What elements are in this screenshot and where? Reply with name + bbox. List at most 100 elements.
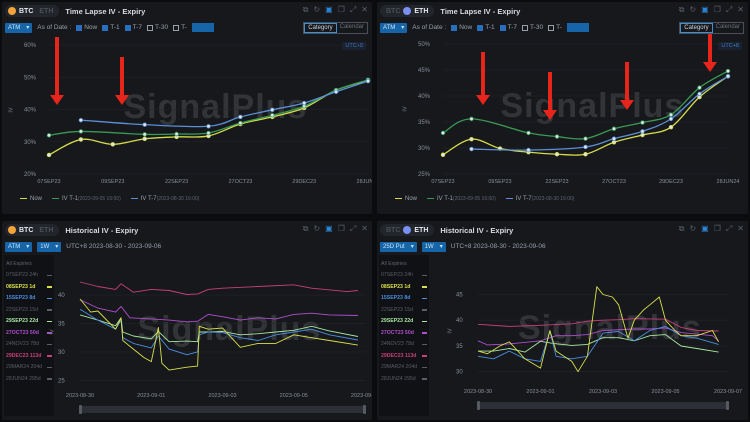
copy-icon[interactable]: ❐ [713,5,721,14]
expiry-legend-item[interactable]: 15SEP23 8d [6,293,52,305]
expiry-legend-item[interactable]: 07SEP23 24h [6,270,52,282]
checkbox-empty-icon[interactable] [548,24,555,31]
checkbox-t7[interactable]: T-7 [499,24,517,31]
expand-icon[interactable]: ⤢ [349,224,357,233]
scroll-handle-right[interactable] [363,405,366,414]
external-link-icon[interactable]: ⧉ [678,224,685,233]
expiry-legend-item[interactable]: 08SEP23 1d [6,281,52,293]
refresh-icon[interactable]: ↻ [313,5,321,14]
checkbox-checked-icon[interactable] [124,24,131,31]
expiry-legend-item[interactable]: 28JUN24 295d [6,373,52,385]
metric-select[interactable]: 25D Put ▾ [380,241,417,252]
legend-item[interactable]: Now [20,196,42,202]
view-option-calendar[interactable]: Calendar [715,24,740,30]
checkbox-t[interactable]: T- [173,24,187,31]
close-icon[interactable]: ✕ [361,224,368,233]
expiry-legend-item[interactable]: 27OCT23 50d [381,327,427,339]
coin-option-inactive[interactable]: ETH [39,7,54,15]
legend-item[interactable]: IV T-7(2023-08-30 16:00) [505,196,574,202]
coin-option-inactive[interactable]: BTC [386,7,401,15]
checkbox-checked-icon[interactable] [451,24,458,31]
expand-icon[interactable]: ⤢ [725,224,733,233]
refresh-icon[interactable]: ↻ [689,5,697,14]
expiry-legend-item[interactable]: 29DEC23 113d [6,350,52,362]
expiry-legend-item[interactable]: 08SEP23 1d [381,281,427,293]
legend-item[interactable]: Now [395,196,417,202]
expiry-legend-item[interactable]: 27OCT23 50d [6,327,52,339]
checkbox-checked-icon[interactable] [477,24,484,31]
expiry-legend-item[interactable]: 24NOV23 78d [6,339,52,351]
checkbox-empty-icon[interactable] [147,24,154,31]
legend-item[interactable]: IV T-1(2023-09-05 16:00) [427,196,496,202]
coin-option-inactive[interactable]: ETH [39,226,54,234]
coin-toggle[interactable]: BTC ETH [380,224,435,236]
period-select[interactable]: 1W ▾ [37,241,62,252]
scroll-handle-left[interactable] [79,405,82,414]
close-icon[interactable]: ✕ [737,5,744,14]
expand-icon[interactable]: ⤢ [349,5,357,14]
close-icon[interactable]: ✕ [361,5,368,14]
scroll-handle-right[interactable] [726,401,729,410]
checkbox-t30[interactable]: T-30 [147,24,168,31]
expiry-legend-item[interactable]: 22SEP23 15d [6,304,52,316]
expiry-legend-item[interactable]: 22SEP23 15d [381,304,427,316]
pin-icon[interactable]: ▣ [701,224,709,233]
checkbox-now[interactable]: Now [76,24,97,31]
custom-days-input[interactable] [191,23,214,32]
custom-days-input[interactable] [566,23,589,32]
copy-icon[interactable]: ❐ [337,224,345,233]
coin-toggle[interactable]: BTC ETH [380,5,435,17]
checkbox-t[interactable]: T- [548,24,562,31]
coin-option-active[interactable]: ETH [414,7,429,15]
view-option-calendar[interactable]: Calendar [339,24,364,30]
checkbox-checked-icon[interactable] [499,24,506,31]
expiry-legend-item[interactable]: 29MAR24 204d [6,362,52,374]
expiries-header[interactable]: All Expiries [6,258,52,270]
copy-icon[interactable]: ❐ [337,5,345,14]
expiry-legend-item[interactable]: 15SEP23 8d [381,293,427,305]
view-option-category[interactable]: Category [680,23,713,33]
time-range-scrollbar[interactable] [79,405,366,414]
checkbox-t1[interactable]: T-1 [102,24,120,31]
scroll-handle-left[interactable] [477,401,480,410]
checkbox-checked-icon[interactable] [76,24,83,31]
expiry-legend-item[interactable]: 07SEP23 24h [381,270,427,282]
expiry-legend-item[interactable]: 29SEP23 22d [381,316,427,328]
expiry-legend-item[interactable]: 24NOV23 78d [381,339,427,351]
checkbox-now[interactable]: Now [451,24,472,31]
checkbox-t7[interactable]: T-7 [124,24,142,31]
checkbox-empty-icon[interactable] [522,24,529,31]
expand-icon[interactable]: ⤢ [725,5,733,14]
expiry-legend-item[interactable]: 29DEC23 113d [381,350,427,362]
coin-toggle[interactable]: BTC ETH [5,5,60,17]
legend-item[interactable]: IV T-1(2023-09-05 16:00) [52,196,121,202]
pin-icon[interactable]: ▣ [325,5,333,14]
refresh-icon[interactable]: ↻ [313,224,321,233]
legend-item[interactable]: IV T-7(2023-08-30 16:00) [130,196,199,202]
pin-icon[interactable]: ▣ [325,224,333,233]
coin-option-inactive[interactable]: BTC [386,226,401,234]
copy-icon[interactable]: ❐ [713,224,721,233]
external-link-icon[interactable]: ⧉ [302,224,309,233]
expiries-header[interactable]: All Expiries [381,258,427,270]
expiry-legend-item[interactable]: 29MAR24 204d [381,362,427,374]
external-link-icon[interactable]: ⧉ [302,5,309,14]
metric-select[interactable]: ATM ▾ [380,22,408,33]
view-option-category[interactable]: Category [304,23,337,33]
checkbox-checked-icon[interactable] [102,24,109,31]
expiry-legend-item[interactable]: 28JUN24 295d [381,373,427,385]
coin-option-active[interactable]: ETH [414,226,429,234]
coin-toggle[interactable]: BTC ETH [5,224,60,236]
checkbox-empty-icon[interactable] [173,24,180,31]
close-icon[interactable]: ✕ [737,224,744,233]
external-link-icon[interactable]: ⧉ [678,5,685,14]
checkbox-t30[interactable]: T-30 [522,24,543,31]
checkbox-t1[interactable]: T-1 [477,24,495,31]
pin-icon[interactable]: ▣ [701,5,709,14]
coin-option-active[interactable]: BTC [19,7,34,15]
metric-select[interactable]: ATM ▾ [5,22,33,33]
refresh-icon[interactable]: ↻ [689,224,697,233]
coin-option-active[interactable]: BTC [19,226,34,234]
time-range-scrollbar[interactable] [477,401,729,410]
metric-select[interactable]: ATM ▾ [5,241,33,252]
